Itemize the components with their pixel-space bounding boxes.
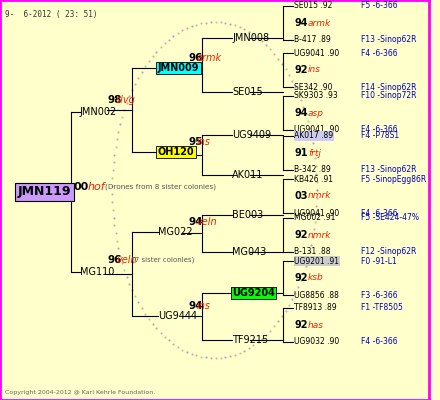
- Text: 98: 98: [107, 95, 121, 105]
- Text: nmrk: nmrk: [308, 192, 332, 200]
- Text: JMN002: JMN002: [80, 107, 117, 117]
- Text: MG110: MG110: [80, 267, 114, 277]
- Text: UG8856 .88: UG8856 .88: [294, 290, 339, 300]
- Text: F4 -6-366: F4 -6-366: [361, 208, 397, 218]
- Text: UG9041 .90: UG9041 .90: [294, 208, 340, 218]
- Text: nmrk: nmrk: [308, 230, 332, 240]
- Text: F12 -Sinop62R: F12 -Sinop62R: [361, 248, 416, 256]
- Text: UG9204: UG9204: [232, 288, 275, 298]
- Text: OH120: OH120: [158, 147, 194, 157]
- Text: F0 -91-L1: F0 -91-L1: [361, 256, 396, 266]
- Text: ksb: ksb: [308, 274, 324, 282]
- Text: 92: 92: [294, 65, 308, 75]
- Text: F4 -6-366: F4 -6-366: [361, 338, 397, 346]
- Text: B-342 .89: B-342 .89: [294, 166, 331, 174]
- Text: MG002 .91: MG002 .91: [294, 214, 336, 222]
- Text: 94: 94: [294, 108, 308, 118]
- Text: Copyright 2004-2012 @ Karl Kehrle Foundation.: Copyright 2004-2012 @ Karl Kehrle Founda…: [5, 390, 155, 395]
- Text: JMN119: JMN119: [18, 186, 71, 198]
- Text: MG043: MG043: [232, 247, 267, 257]
- Text: TF8913 .89: TF8913 .89: [294, 304, 337, 312]
- Text: armk: armk: [197, 53, 222, 63]
- Text: hof: hof: [88, 182, 105, 192]
- Text: has: has: [308, 320, 324, 330]
- Text: 92: 92: [294, 320, 308, 330]
- Text: F13 -Sinop62R: F13 -Sinop62R: [361, 166, 416, 174]
- Text: SK9303 .93: SK9303 .93: [294, 92, 338, 100]
- Text: B-131 .88: B-131 .88: [294, 248, 331, 256]
- Text: F5 -SE424-47%: F5 -SE424-47%: [361, 214, 419, 222]
- Text: veln: veln: [116, 255, 136, 265]
- Text: UG9201 .91: UG9201 .91: [294, 256, 339, 266]
- Text: asp: asp: [308, 108, 324, 118]
- Text: F13 -Sinop62R: F13 -Sinop62R: [361, 36, 416, 44]
- Text: UG9032 .90: UG9032 .90: [294, 338, 340, 346]
- Text: AK017 .89: AK017 .89: [294, 132, 334, 140]
- Text: KB426 .91: KB426 .91: [294, 174, 334, 184]
- Text: frtj: frtj: [308, 148, 321, 158]
- Text: armk: armk: [308, 18, 331, 28]
- Text: 96: 96: [107, 255, 121, 265]
- Text: UG9409: UG9409: [232, 130, 271, 140]
- Text: veln: veln: [197, 217, 217, 227]
- Text: JMN009: JMN009: [158, 63, 199, 73]
- Text: (Drones from 8 sister colonies): (Drones from 8 sister colonies): [105, 184, 216, 190]
- Text: UG9041 .90: UG9041 .90: [294, 126, 340, 134]
- Text: 95: 95: [188, 137, 202, 147]
- Text: 9-  6-2012 ( 23: 51): 9- 6-2012 ( 23: 51): [5, 10, 97, 19]
- Text: ins: ins: [308, 66, 321, 74]
- Text: F1 -TF8505: F1 -TF8505: [361, 304, 403, 312]
- Text: AK011: AK011: [232, 170, 264, 180]
- Text: F4 -6-366: F4 -6-366: [361, 48, 397, 58]
- Text: F4 -6-366: F4 -6-366: [361, 126, 397, 134]
- Text: 96: 96: [188, 53, 202, 63]
- Text: 94: 94: [188, 301, 203, 311]
- Text: SE015: SE015: [232, 87, 263, 97]
- Text: F3 -6-366: F3 -6-366: [361, 290, 397, 300]
- Text: F5 -SinopEgg86R: F5 -SinopEgg86R: [361, 174, 426, 184]
- Text: SE342 .90: SE342 .90: [294, 82, 333, 92]
- Text: 94: 94: [294, 18, 308, 28]
- Text: MG022: MG022: [158, 227, 193, 237]
- Text: 03: 03: [294, 191, 308, 201]
- Text: B-417 .89: B-417 .89: [294, 36, 331, 44]
- Text: (7 sister colonies): (7 sister colonies): [132, 257, 194, 263]
- Text: 92: 92: [294, 230, 308, 240]
- Text: F10 -Sinop72R: F10 -Sinop72R: [361, 92, 416, 100]
- Text: 00: 00: [73, 182, 88, 192]
- Text: ins: ins: [197, 301, 211, 311]
- Text: 92: 92: [294, 273, 308, 283]
- Text: SE015 .92: SE015 .92: [294, 2, 333, 10]
- Text: BE003: BE003: [232, 210, 263, 220]
- Text: UG9041 .90: UG9041 .90: [294, 48, 340, 58]
- Text: ins: ins: [197, 137, 211, 147]
- Text: F4 -P78S1: F4 -P78S1: [361, 132, 399, 140]
- Text: UG9444: UG9444: [158, 311, 197, 321]
- Text: slvg: slvg: [116, 95, 136, 105]
- Text: 94: 94: [188, 217, 203, 227]
- Text: F14 -Sinop62R: F14 -Sinop62R: [361, 82, 416, 92]
- Text: TF9215: TF9215: [232, 335, 268, 345]
- Text: JMN008: JMN008: [232, 33, 269, 43]
- Text: F5 -6-366: F5 -6-366: [361, 2, 397, 10]
- Text: 91: 91: [294, 148, 308, 158]
